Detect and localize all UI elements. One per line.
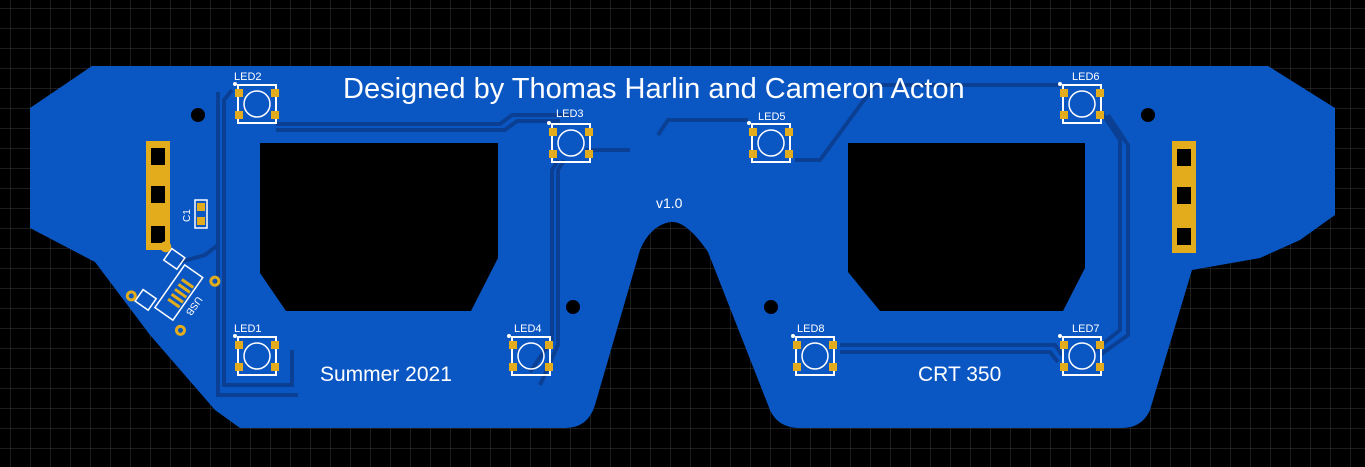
led-label: LED4 [514,323,542,335]
left-header-connector[interactable] [146,141,170,250]
led-8[interactable]: LED8 [790,323,838,376]
mounting-hole [1141,108,1155,122]
capacitor-label: C1 [182,209,193,222]
led-label: LED1 [234,323,262,335]
designer-credit: Designed by Thomas Harlin and Cameron Ac… [343,73,965,105]
led-1[interactable]: LED1 [232,323,280,376]
led-label: LED5 [758,111,786,123]
led-label: LED6 [1072,71,1100,83]
led-label: LED2 [234,71,262,83]
right-header-connector[interactable] [1172,141,1196,253]
left-lens-cutout [260,143,498,311]
course-text: CRT 350 [918,363,1001,386]
led-2[interactable]: LED2 [232,71,280,124]
led-label: LED7 [1072,323,1100,335]
mounting-hole [764,300,778,314]
capacitor-c1[interactable]: C1 [182,199,208,229]
led-label: LED3 [556,108,584,120]
mounting-hole [191,108,205,122]
right-lens-cutout [848,143,1085,311]
led-label: LED8 [797,323,825,335]
date-text: Summer 2021 [320,363,452,386]
led-4[interactable]: LED4 [506,323,554,376]
mounting-hole [566,300,580,314]
led-5[interactable]: LED5 [746,111,794,163]
led-3[interactable]: LED3 [546,108,594,163]
led-6[interactable]: LED6 [1057,71,1105,124]
led-7[interactable]: LED7 [1057,323,1105,376]
version-text: v1.0 [656,195,683,211]
